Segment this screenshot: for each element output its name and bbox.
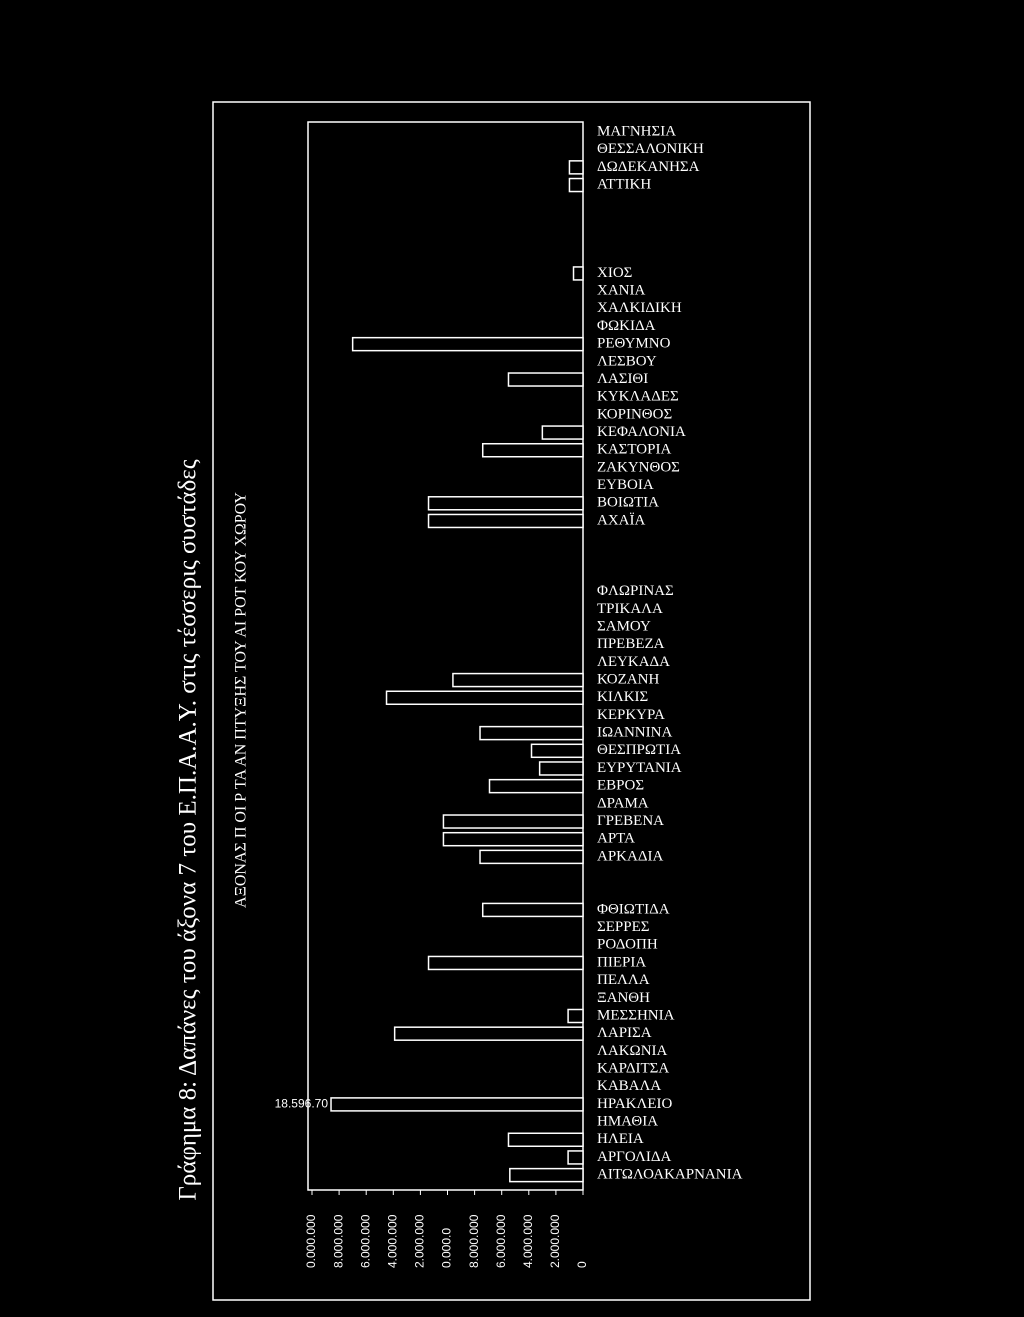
category-label: ΑΡΤΑ bbox=[597, 831, 635, 847]
x-tick-label: 2.000.000 bbox=[413, 1214, 427, 1268]
category-label: ΧΑΝΙΑ bbox=[597, 283, 645, 299]
category-label: ΦΘΙΩΤΙΔΑ bbox=[597, 901, 670, 917]
category-label: ΚΑΡΔΙΤΣΑ bbox=[597, 1060, 669, 1076]
category-label: ΘΕΣΣΑΛΟΝΙΚΗ bbox=[597, 141, 704, 157]
category-label: ΓΡΕΒΕΝΑ bbox=[597, 813, 664, 829]
bar bbox=[479, 849, 584, 865]
category-label: ΔΡΑΜΑ bbox=[597, 795, 649, 811]
category-label: ΕΒΡΟΣ bbox=[597, 778, 644, 794]
category-label: ΚΙΛΚΙΣ bbox=[597, 689, 648, 705]
category-label: ΑΙΤΩΛΟΑΚΑΡΝΑΝΙΑ bbox=[597, 1167, 743, 1183]
bar bbox=[572, 266, 584, 281]
category-label: ΛΑΣΙΘΙ bbox=[597, 371, 648, 387]
x-tick-label: 6.000.000 bbox=[358, 1214, 372, 1268]
bar bbox=[568, 177, 584, 193]
bar bbox=[567, 1150, 584, 1165]
category-label: ΚΕΦΑΛΟΝΙΑ bbox=[597, 424, 686, 440]
category-label: ΜΑΓΝΗΣΙΑ bbox=[597, 123, 676, 139]
category-label: ΛΑΚΩΝΙΑ bbox=[597, 1043, 668, 1059]
bar bbox=[541, 425, 584, 440]
bar bbox=[479, 725, 584, 741]
category-label: ΖΑΚΥΝΘΟΣ bbox=[597, 459, 680, 475]
category-label: ΛΑΡΙΣΑ bbox=[597, 1025, 652, 1041]
category-label: ΕΥΡΥΤΑΝΙΑ bbox=[597, 760, 682, 776]
chart-title: Γράφημα 8: Δαπάνες του άξονα 7 του Ε.Π.Α… bbox=[175, 459, 202, 1200]
category-label: ΛΕΣΒΟΥ bbox=[597, 353, 657, 369]
x-tick-label: 8.000.000 bbox=[467, 1214, 481, 1268]
x-tick-label: 6.000.000 bbox=[494, 1214, 508, 1268]
x-tick-label: 4.000.000 bbox=[521, 1214, 535, 1268]
category-label: ΣΕΡΡΕΣ bbox=[597, 919, 649, 935]
category-label: ΕΥΒΟΙΑ bbox=[597, 477, 654, 493]
bar bbox=[509, 1167, 584, 1183]
bar bbox=[452, 672, 584, 688]
bar bbox=[393, 1026, 584, 1041]
bar bbox=[385, 690, 584, 706]
bar bbox=[442, 831, 584, 847]
category-label: ΚΥΚΛΑΔΕΣ bbox=[597, 389, 679, 405]
axis-title: ΑΞΟΝΑΣ Π ΟΙ Ρ ΤΑ ΑΝ ΠΤΥΞΗΣ ΤΟΥ ΑΙ ΡΟΤ ΚΟ… bbox=[233, 492, 250, 908]
category-label: ΗΡΑΚΛΕΙΟ bbox=[597, 1096, 673, 1112]
x-tick-label: 8.000.000 bbox=[331, 1214, 345, 1268]
category-label: ΑΤΤΙΚΗ bbox=[597, 176, 651, 192]
bar bbox=[330, 1097, 584, 1112]
category-label: ΑΧΑΪΑ bbox=[597, 511, 645, 528]
x-tick-label: 0.000.0 bbox=[440, 1228, 454, 1268]
bar bbox=[481, 902, 584, 918]
category-label: ΠΙΕΡΙΑ bbox=[597, 954, 646, 970]
bar bbox=[488, 778, 584, 794]
bar bbox=[427, 513, 584, 529]
category-label: ΡΟΔΟΠΗ bbox=[597, 937, 658, 953]
bar bbox=[351, 336, 584, 352]
outer-frame bbox=[212, 101, 811, 1301]
x-tick-label: 4.000.000 bbox=[385, 1214, 399, 1268]
category-label: ΔΩΔΕΚΑΝΗΣΑ bbox=[597, 159, 700, 175]
x-tick-label: 2.000.000 bbox=[548, 1214, 562, 1268]
category-label: ΘΕΣΠΡΩΤΙΑ bbox=[597, 742, 681, 758]
bar bbox=[507, 372, 584, 387]
category-label: ΛΕΥΚΑΔΑ bbox=[597, 654, 670, 670]
value-label: 18.596.70 bbox=[275, 1097, 329, 1111]
bar bbox=[567, 1008, 584, 1024]
bar bbox=[568, 160, 584, 175]
bar bbox=[507, 1132, 584, 1148]
category-label: ΗΛΕΙΑ bbox=[597, 1131, 644, 1147]
category-label: ΚΑΣΤΟΡΙΑ bbox=[597, 442, 671, 458]
category-label: ΠΡΕΒΕΖΑ bbox=[597, 636, 665, 652]
category-label: ΦΩΚΙΔΑ bbox=[597, 318, 656, 334]
bar bbox=[427, 955, 584, 971]
category-label: ΧΑΛΚΙΔΙΚΗ bbox=[597, 300, 682, 316]
bar bbox=[442, 814, 584, 829]
bar bbox=[481, 442, 584, 458]
plot-frame bbox=[307, 121, 584, 1191]
x-tick-label: 0.000.000 bbox=[304, 1214, 318, 1268]
category-label: ΞΑΝΘΗ bbox=[597, 990, 650, 1006]
category-label: ΙΩΑΝΝΙΝΑ bbox=[597, 725, 672, 741]
bar bbox=[538, 761, 584, 776]
category-label: ΦΛΩΡΙΝΑΣ bbox=[597, 583, 674, 599]
category-label: ΤΡΙΚΑΛΑ bbox=[597, 601, 663, 617]
x-tick-label: 0 bbox=[575, 1261, 589, 1268]
category-label: ΣΑΜΟΥ bbox=[597, 618, 651, 634]
category-label: ΧΙΟΣ bbox=[597, 265, 632, 281]
category-label: ΡΕΘΥΜΝΟ bbox=[597, 336, 671, 352]
category-label: ΚΑΒΑΛΑ bbox=[597, 1078, 661, 1094]
bar bbox=[530, 743, 584, 759]
bar bbox=[427, 496, 584, 511]
category-label: ΒΟΙΩΤΙΑ bbox=[597, 495, 659, 511]
category-label: ΗΜΑΘΙΑ bbox=[597, 1114, 658, 1130]
category-label: ΜΕΣΣΗΝΙΑ bbox=[597, 1007, 675, 1023]
category-label: ΚΟΡΙΝΘΟΣ bbox=[597, 406, 672, 422]
category-label: ΚΟΖΑΝΗ bbox=[597, 672, 659, 688]
category-label: ΑΡΚΑΔΙΑ bbox=[597, 848, 663, 864]
category-label: ΠΕΛΛΑ bbox=[597, 972, 650, 988]
category-label: ΑΡΓΟΛΙΔΑ bbox=[597, 1149, 671, 1165]
category-label: ΚΕΡΚΥΡΑ bbox=[597, 707, 665, 723]
